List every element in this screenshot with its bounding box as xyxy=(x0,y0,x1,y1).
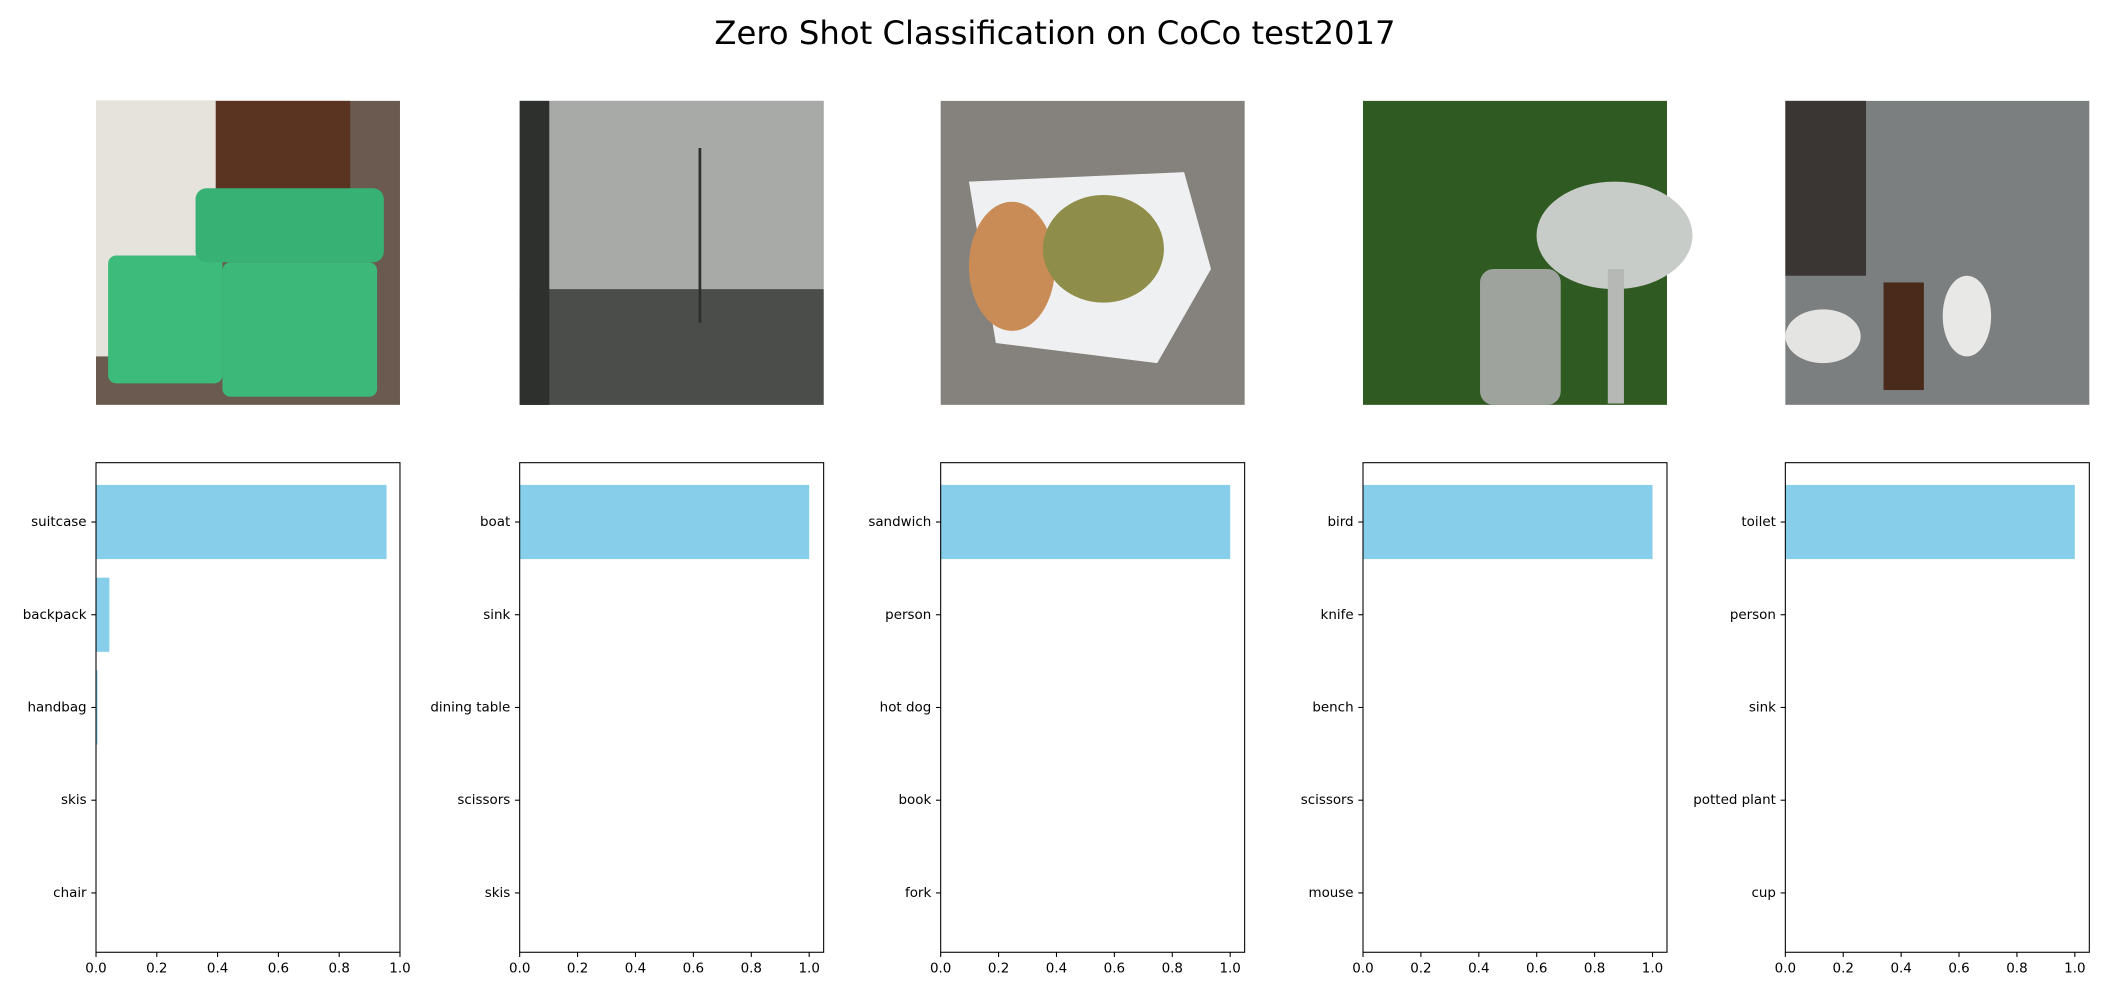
y-tick-label: skis xyxy=(485,886,511,901)
bar xyxy=(940,484,1231,560)
x-tick-label: 0.2 xyxy=(988,961,1009,976)
y-tick-label: potted plant xyxy=(1693,793,1776,808)
x-tick-label: 0.8 xyxy=(328,961,349,976)
y-tick-label: cup xyxy=(1751,886,1775,901)
x-tick-label: 1.0 xyxy=(1219,961,1240,976)
y-tick-label: scissors xyxy=(457,793,510,808)
x-tick-label: 0.0 xyxy=(930,961,951,976)
y-tick-label: mouse xyxy=(1308,886,1353,901)
figure-title: Zero Shot Classification on CoCo test201… xyxy=(714,14,1395,52)
x-tick-label: 0.4 xyxy=(207,961,228,976)
y-tick-label: person xyxy=(1730,608,1776,623)
y-tick-label: sink xyxy=(483,608,510,623)
x-tick-label: 0.0 xyxy=(1352,961,1373,976)
y-tick-label: fork xyxy=(905,886,931,901)
photo xyxy=(1363,100,1693,405)
x-tick-label: 1.0 xyxy=(389,961,410,976)
x-tick-label: 0.2 xyxy=(1833,961,1854,976)
x-tick-label: 0.6 xyxy=(268,961,289,976)
y-tick-label: hot dog xyxy=(880,700,932,715)
y-tick-label: book xyxy=(898,793,931,808)
x-tick-label: 0.8 xyxy=(741,961,762,976)
y-tick-label: chair xyxy=(53,886,87,901)
x-tick-label: 0.6 xyxy=(683,961,704,976)
y-tick-label: backpack xyxy=(23,608,87,623)
x-tick-label: 0.0 xyxy=(509,961,530,976)
y-tick-label: boat xyxy=(480,515,510,530)
x-tick-label: 1.0 xyxy=(1642,961,1663,976)
y-tick-label: sink xyxy=(1749,700,1776,715)
x-tick-label: 0.2 xyxy=(1410,961,1431,976)
photo xyxy=(940,100,1245,405)
photo xyxy=(519,100,824,405)
y-tick-label: scissors xyxy=(1301,793,1354,808)
bar xyxy=(1363,484,1653,560)
axes-frame xyxy=(940,462,1246,953)
x-tick-label: 0.8 xyxy=(1584,961,1605,976)
x-tick-label: 0.6 xyxy=(1104,961,1125,976)
bar xyxy=(96,484,387,560)
y-tick-label: handbag xyxy=(27,700,86,715)
x-tick-label: 0.6 xyxy=(1948,961,1969,976)
axes-frame xyxy=(519,462,825,953)
x-tick-label: 0.0 xyxy=(85,961,106,976)
x-tick-label: 1.0 xyxy=(2064,961,2085,976)
x-tick-label: 0.8 xyxy=(1162,961,1183,976)
y-tick-label: knife xyxy=(1321,608,1354,623)
y-tick-label: dining table xyxy=(430,700,510,715)
x-tick-label: 0.4 xyxy=(1468,961,1489,976)
x-tick-label: 0.4 xyxy=(1046,961,1067,976)
x-tick-label: 0.0 xyxy=(1775,961,1796,976)
photo xyxy=(1785,100,2090,405)
x-tick-label: 0.4 xyxy=(625,961,646,976)
axes-frame xyxy=(1362,462,1668,953)
y-tick-label: skis xyxy=(61,793,87,808)
y-tick-label: bird xyxy=(1327,515,1353,530)
x-tick-label: 0.6 xyxy=(1526,961,1547,976)
bar xyxy=(96,577,110,652)
y-tick-label: sandwich xyxy=(868,515,931,530)
x-tick-label: 0.4 xyxy=(1890,961,1911,976)
x-tick-label: 1.0 xyxy=(798,961,819,976)
x-tick-label: 0.2 xyxy=(567,961,588,976)
axes-frame xyxy=(95,462,401,953)
bar xyxy=(96,670,98,745)
bar xyxy=(519,484,810,560)
bar xyxy=(1785,484,2075,560)
y-tick-label: bench xyxy=(1312,700,1353,715)
x-tick-label: 0.2 xyxy=(146,961,167,976)
y-tick-label: person xyxy=(885,608,931,623)
y-tick-label: suitcase xyxy=(31,515,86,530)
y-tick-label: toilet xyxy=(1741,515,1776,530)
photo xyxy=(96,100,400,405)
axes-frame xyxy=(1784,462,2090,953)
x-tick-label: 0.8 xyxy=(2006,961,2027,976)
